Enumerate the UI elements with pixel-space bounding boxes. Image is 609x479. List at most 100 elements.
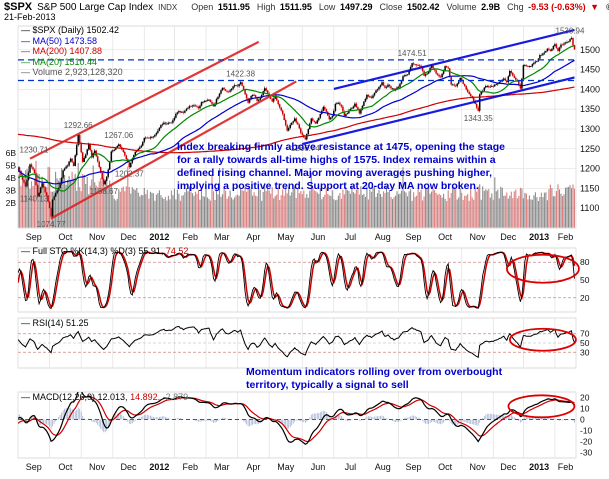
quote-low: Low 1497.29 [318, 2, 373, 12]
svg-text:50: 50 [580, 338, 590, 348]
svg-text:Apr: Apr [246, 462, 260, 472]
legend-item: — MA(200) 1407.88 [21, 46, 103, 56]
panel-title: — MACD(12,26,9) [21, 392, 98, 402]
svg-text:1400: 1400 [580, 84, 600, 94]
svg-text:Dec: Dec [500, 232, 517, 242]
svg-text:Mar: Mar [214, 462, 230, 472]
rsi-panel [18, 325, 575, 359]
macd-panel [18, 392, 576, 445]
svg-text:2B: 2B [6, 198, 17, 208]
svg-text:1230.71: 1230.71 [20, 145, 49, 154]
svg-text:20: 20 [580, 393, 590, 403]
quote-close: Close 1502.42 [379, 2, 440, 12]
svg-text:70: 70 [580, 329, 590, 339]
quote-high: High 1511.95 [256, 2, 312, 12]
svg-text:Oct: Oct [58, 462, 73, 472]
svg-text:1450: 1450 [580, 65, 600, 75]
svg-text:1530.94: 1530.94 [556, 27, 585, 36]
svg-text:May: May [277, 232, 295, 242]
sto-legend: — Full STO %K(14,3) %D(3) 55.91, 74.52 [21, 246, 188, 256]
svg-text:-10: -10 [580, 426, 593, 436]
price-panel [18, 28, 576, 228]
chart-header: $SPX S&P 500 Large Cap Index INDX Open 1… [4, 1, 609, 13]
annotation-shapes [506, 253, 580, 419]
svg-text:Oct: Oct [58, 232, 73, 242]
axis-labels: 1500 1450 1400 1350 1300 1250 1200 1150 1100 6B 5B… [6, 27, 600, 472]
svg-text:1474.51: 1474.51 [398, 49, 427, 58]
svg-text:Jun: Jun [311, 462, 326, 472]
svg-text:Dec: Dec [500, 462, 517, 472]
svg-text:Dec: Dec [121, 462, 138, 472]
legend-item: — MA(20) 1510.44 [21, 56, 98, 67]
svg-text:Nov: Nov [89, 232, 106, 242]
svg-text:Aug: Aug [375, 232, 391, 242]
svg-text:Jun: Jun [311, 232, 326, 242]
svg-text:Oct: Oct [438, 462, 453, 472]
svg-text:3B: 3B [6, 186, 17, 196]
svg-text:20: 20 [580, 293, 590, 303]
macd-legend: — MACD(12,26,9) 12.013, 14.892, -2.879 [21, 392, 188, 402]
svg-text:1500: 1500 [580, 45, 600, 55]
index-name: S&P 500 Large Cap Index [37, 2, 154, 13]
legend-item: — Volume 2,923,128,320 [21, 67, 123, 77]
analyst-note-momentum: Momentum indicators rolling over from ov… [246, 366, 503, 391]
svg-text:5B: 5B [6, 161, 17, 171]
svg-text:1074.77: 1074.77 [37, 220, 66, 229]
svg-text:2013: 2013 [529, 232, 549, 242]
svg-text:1266.74: 1266.74 [291, 144, 320, 153]
svg-text:1350: 1350 [580, 104, 600, 114]
svg-text:1267.06: 1267.06 [104, 131, 133, 140]
svg-text:Jul: Jul [345, 462, 357, 472]
legend-item: — MA(50) 1473.58 [21, 35, 98, 46]
svg-text:Sep: Sep [406, 462, 422, 472]
quote-chg: Chg -9.53 (-0.63%) ▼ [507, 2, 600, 12]
panel-title: — RSI(14) [21, 318, 67, 328]
svg-text:6B: 6B [6, 148, 17, 158]
panel-value: 12.013, [97, 392, 131, 402]
quote-volume: Volume 2.9B [446, 2, 501, 12]
svg-text:2013: 2013 [529, 462, 549, 472]
svg-text:-30: -30 [580, 448, 593, 458]
legend-item: — $SPX (Daily) 1502.42 [21, 25, 120, 35]
sto-panel [18, 250, 576, 310]
svg-text:1343.35: 1343.35 [464, 114, 493, 123]
svg-text:Sep: Sep [26, 232, 42, 242]
svg-text:Mar: Mar [214, 232, 230, 242]
panel-value: 55.91, [138, 246, 166, 256]
svg-text:Nov: Nov [89, 462, 106, 472]
quote-open: Open 1511.95 [191, 2, 250, 12]
svg-text:Feb: Feb [558, 462, 574, 472]
svg-text:1202.37: 1202.37 [115, 170, 144, 179]
exchange-label: INDX [158, 3, 178, 12]
svg-text:-20: -20 [580, 437, 593, 447]
svg-text:1292.66: 1292.66 [64, 121, 93, 130]
svg-text:Apr: Apr [246, 232, 260, 242]
svg-text:10: 10 [580, 404, 590, 414]
svg-text:0: 0 [580, 415, 585, 425]
svg-text:1100: 1100 [580, 203, 599, 213]
copyright: © StockCharts.com [606, 2, 609, 12]
panel-value: 14.892, [130, 392, 163, 402]
price-legend: — $SPX (Daily) 1502.42— MA(50) 1473.58— … [21, 25, 123, 78]
svg-text:Sep: Sep [26, 462, 42, 472]
svg-text:50: 50 [580, 275, 590, 285]
svg-text:30: 30 [580, 347, 590, 357]
svg-text:Aug: Aug [375, 462, 391, 472]
svg-text:Nov: Nov [469, 462, 486, 472]
svg-text:1150: 1150 [580, 183, 599, 193]
panel-value: 74.52 [165, 246, 189, 256]
analyst-note-main: Index breaking firmly above resistance a… [177, 141, 505, 192]
svg-text:1250: 1250 [580, 144, 600, 154]
svg-text:2012: 2012 [149, 462, 169, 472]
svg-text:80: 80 [580, 257, 590, 267]
ticker-symbol: $SPX [4, 1, 33, 13]
rsi-legend: — RSI(14) 51.25 [21, 318, 89, 328]
svg-text:1140.13: 1140.13 [20, 194, 49, 203]
svg-text:Jul: Jul [345, 232, 357, 242]
svg-text:Dec: Dec [121, 232, 138, 242]
svg-text:Oct: Oct [438, 232, 453, 242]
quote-row: Open 1511.95 High 1511.95 Low 1497.29 Close… [191, 2, 606, 12]
svg-text:1300: 1300 [580, 124, 600, 134]
